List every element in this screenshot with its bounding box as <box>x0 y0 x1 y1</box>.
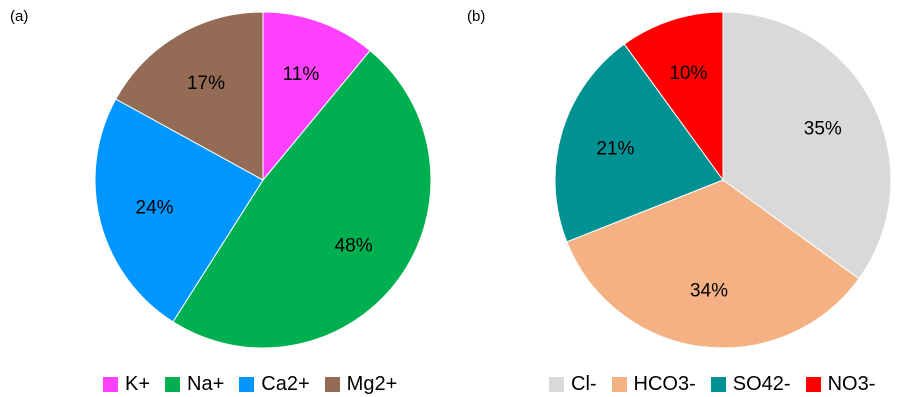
pie-a-legend-item-k: K+ <box>103 373 150 396</box>
panel-label-a: (a) <box>10 8 29 25</box>
pie-b-legend-swatch <box>710 377 726 392</box>
pie-a-slice-k <box>262 11 371 182</box>
pie-b-data-label-cl: 35% <box>804 119 842 140</box>
pie-chart-b: (b) 35% 34% 21% 10% Cl- HCO3- SO42- NO3- <box>453 0 906 397</box>
pie-a-data-label-k: 11% <box>283 64 320 85</box>
pie-a-slice-mg2 <box>115 11 264 181</box>
pie-a-legend-swatch <box>165 377 181 392</box>
legend-a: K+ Na+ Ca2+ Mg2+ <box>103 373 412 396</box>
legend-b: Cl- HCO3- SO42- NO3- <box>549 373 890 396</box>
pie-b-slice-so42 <box>554 43 724 243</box>
pie-b-slice-cl <box>722 11 892 280</box>
panel-label-b: (b) <box>467 8 486 25</box>
pie-b-slice-hco3 <box>566 179 860 349</box>
pie-a-legend-swatch <box>324 377 340 392</box>
pie-a-legend-item-mg2: Mg2+ <box>324 373 398 396</box>
pie-b-legend-item-no3: NO3- <box>805 373 876 396</box>
pie-b-data-label-so42: 21% <box>596 138 634 159</box>
pie-b-legend-label: HCO3- <box>633 373 696 395</box>
pie-b-slice-no3 <box>623 11 724 182</box>
pie-a-legend-swatch <box>103 377 118 392</box>
pie-b-data-label-no3: 10% <box>669 63 707 84</box>
pie-b-legend-label: Cl- <box>571 373 597 395</box>
pie-a-legend-label: Ca2+ <box>261 373 310 395</box>
pie-b-legend-item-hco3: HCO3- <box>611 373 696 396</box>
pie-a-svg: 11% 48% 24% 17% <box>94 11 432 349</box>
pie-a-data-label-na: 48% <box>335 235 373 256</box>
pie-a-slice-na <box>172 49 432 349</box>
pie-a-legend-label: Na+ <box>187 373 225 395</box>
pie-b-legend-swatch <box>549 377 564 392</box>
pie-b-data-label-hco3: 34% <box>690 281 728 302</box>
pie-b-legend-label: SO42- <box>732 373 791 395</box>
pie-chart-a: (a) 11% 48% 24% 17% K+ Na+ Ca2+ Mg2+ <box>10 8 432 396</box>
pie-a-data-label-mg2: 17% <box>187 73 225 94</box>
pie-a-legend-item-ca2: Ca2+ <box>239 373 310 396</box>
pie-a-slice-ca2 <box>94 98 264 323</box>
pie-b-svg: 35% 34% 21% 10% <box>554 11 892 349</box>
pie-b-legend-item-cl: Cl- <box>549 373 597 396</box>
pie-a-legend-label: Mg2+ <box>346 373 398 395</box>
pie-a-legend-item-na: Na+ <box>165 373 224 396</box>
pie-a-legend-swatch <box>239 377 255 392</box>
pie-b-legend-swatch <box>805 377 821 392</box>
pie-a-legend-label: K+ <box>125 373 151 395</box>
pie-b-legend-item-so42: SO42- <box>710 373 791 396</box>
pie-b-legend-swatch <box>611 377 627 392</box>
pie-a-data-label-ca2: 24% <box>136 197 174 218</box>
pie-b-legend-label: NO3- <box>827 373 876 395</box>
